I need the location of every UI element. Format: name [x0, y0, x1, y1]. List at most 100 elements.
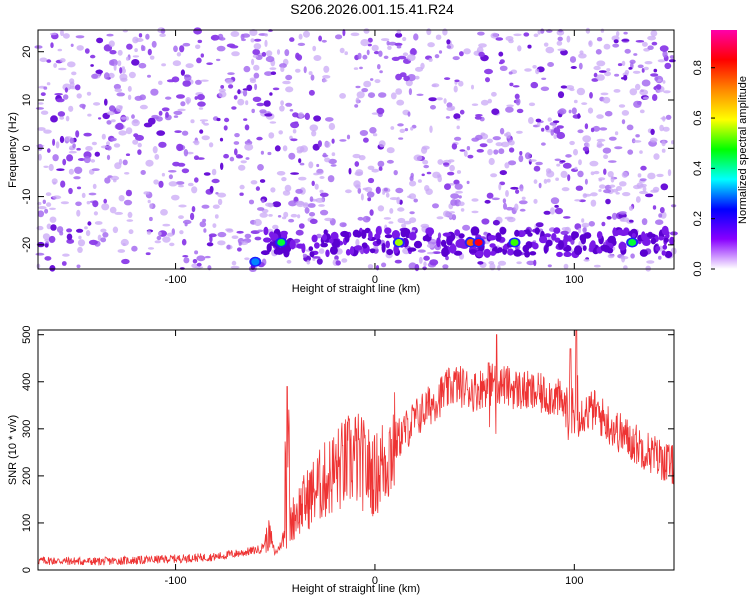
spectrogram-cell: [453, 179, 460, 185]
spectrogram-cell: [532, 65, 537, 69]
spectrogram-cell: [592, 125, 601, 132]
spectrogram-cell: [355, 85, 361, 89]
spectrogram-cell: [256, 136, 263, 141]
spectrogram-cell: [410, 126, 414, 131]
spectrogram-cell: [428, 97, 437, 102]
spectrogram-cell: [256, 102, 265, 107]
spectrogram-cell: [405, 79, 413, 87]
spectrogram-cell: [456, 118, 461, 121]
spectrogram-cell: [298, 158, 302, 164]
spectrogram-cell: [372, 133, 378, 137]
spectrogram-cell: [46, 82, 51, 86]
spectrogram-cell: [306, 259, 311, 265]
spectrogram-cell: [288, 218, 295, 223]
spectrogram-cell: [605, 198, 611, 205]
spectrogram-cell: [662, 126, 670, 132]
spectrogram-cell: [168, 170, 177, 173]
spectrogram-cell: [436, 216, 444, 220]
spectrogram-cell: [491, 108, 500, 115]
band-cell: [391, 230, 400, 240]
x-tick-label: -100: [165, 274, 187, 286]
spectrogram-cell: [476, 149, 484, 153]
spectrogram-cell: [303, 202, 309, 206]
spectrogram-cell: [367, 197, 372, 202]
spectrogram-cell: [288, 200, 297, 207]
spectrogram-cell: [50, 42, 54, 49]
band-cell: [271, 233, 279, 241]
spectrogram-cell: [60, 29, 64, 37]
spectrogram-cell: [113, 64, 117, 71]
spectrogram-cell: [598, 189, 602, 192]
spectrogram-cell: [507, 160, 517, 166]
spectrogram-cell: [640, 165, 647, 171]
spectrogram-cell: [268, 214, 273, 217]
spectrogram-cell: [309, 196, 314, 203]
spectrogram-cell: [245, 157, 250, 160]
spectrogram-cell: [375, 186, 381, 194]
spectrogram-cell: [193, 27, 203, 35]
spectrogram-cell: [486, 138, 493, 144]
spectrogram-cell: [161, 63, 167, 67]
spectrogram-cell: [162, 223, 171, 227]
spectrogram-cell: [630, 253, 635, 259]
spectrogram-cell: [650, 30, 658, 37]
spectrogram-cell: [598, 70, 607, 73]
spectrogram-cell: [428, 57, 433, 62]
spectrogram-cell: [397, 207, 405, 212]
spectrogram-cell: [591, 78, 599, 82]
spectrogram-cell: [74, 166, 83, 174]
spectrogram-cell: [187, 182, 194, 187]
spectrogram-cell: [342, 28, 346, 37]
spectrogram-cell: [87, 113, 92, 117]
spectrogram-cell: [147, 48, 152, 56]
spectrogram-cell: [581, 102, 588, 105]
spectrogram-cell: [471, 84, 474, 90]
spectrogram-cell: [186, 98, 190, 105]
spectrogram-cell: [363, 80, 372, 88]
spectrogram-cell: [94, 151, 101, 157]
spectrogram-cell: [452, 56, 460, 61]
spectrogram-cell: [661, 148, 666, 153]
spectrogram-cell: [526, 260, 535, 266]
band-cell: [606, 247, 614, 254]
spectrogram-cell: [231, 260, 237, 266]
spectrogram-cell: [216, 58, 221, 62]
spectrogram-cell: [324, 157, 331, 163]
spectrogram-cell: [416, 93, 424, 97]
spectrogram-cell: [120, 238, 129, 247]
spectrogram-cell: [443, 162, 450, 166]
spectrogram-cell: [500, 141, 510, 148]
spectrogram-cell: [57, 111, 66, 117]
spectrogram-cell: [606, 216, 612, 220]
colorbar-tick-label: 0.2: [692, 211, 704, 226]
spectrogram-cell: [310, 74, 315, 81]
spectrogram-cell: [252, 49, 260, 56]
spectrogram-cell: [550, 197, 560, 205]
spectrogram-cell: [426, 251, 435, 255]
spectrogram-cell: [259, 212, 268, 218]
spectrogram-cell: [480, 99, 489, 106]
spectrogram-cell: [254, 83, 258, 91]
spectrogram-cell: [603, 43, 611, 50]
spectrogram-cell: [233, 95, 238, 100]
spectrogram-cell: [488, 261, 495, 265]
spectrogram-cell: [463, 150, 468, 157]
spectrogram-cell: [242, 89, 248, 97]
spectrogram-cell: [650, 73, 659, 77]
spectrogram-cell: [309, 124, 319, 132]
spectrogram-cell: [432, 251, 441, 255]
band-cell: [475, 250, 484, 258]
spectrogram-cell: [583, 193, 592, 197]
spectrogram-cell: [398, 137, 404, 140]
spectrogram-cell: [233, 141, 240, 145]
spectrogram-cell: [576, 87, 586, 96]
spectrogram-cell: [607, 254, 615, 259]
spectrogram-cell: [434, 54, 440, 59]
spectrogram-cell: [64, 87, 68, 93]
spectrogram-cell: [132, 55, 140, 58]
spectrogram-cell: [208, 142, 214, 148]
spectrogram-cell: [214, 214, 219, 219]
spectrogram-cell: [201, 204, 210, 209]
spectrogram-cell: [633, 140, 642, 143]
spectrogram-cell: [389, 197, 399, 201]
